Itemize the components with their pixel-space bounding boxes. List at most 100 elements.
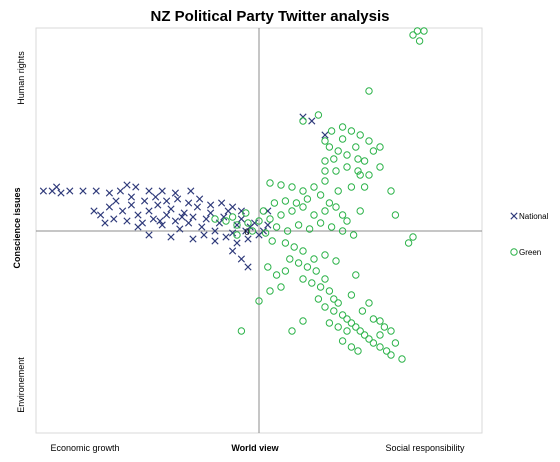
data-point <box>268 237 276 245</box>
data-point <box>354 347 362 355</box>
data-point <box>288 327 296 335</box>
data-point <box>272 223 281 231</box>
data-point <box>233 239 241 247</box>
data-point <box>255 217 263 225</box>
data-point <box>154 201 162 209</box>
data-point <box>244 263 252 271</box>
data-point <box>321 275 329 283</box>
data-point <box>310 255 318 263</box>
data-point <box>220 213 228 221</box>
data-point <box>66 187 74 195</box>
data-point <box>354 155 362 163</box>
data-point <box>207 201 215 209</box>
legend-marker-green <box>510 248 518 256</box>
data-point <box>167 233 175 241</box>
data-point <box>387 351 395 359</box>
data-point <box>376 163 384 171</box>
data-point <box>343 217 351 225</box>
data-point <box>134 211 142 219</box>
data-point <box>354 167 362 175</box>
data-point <box>347 291 356 299</box>
data-point <box>255 297 263 305</box>
data-point <box>347 343 356 351</box>
data-point <box>116 187 124 195</box>
data-point <box>299 117 307 125</box>
data-point <box>145 231 153 239</box>
data-point <box>332 203 340 211</box>
data-point <box>92 187 100 195</box>
data-point <box>171 189 179 197</box>
data-point <box>316 219 325 227</box>
data-point <box>347 319 356 327</box>
data-point <box>369 339 378 347</box>
data-point <box>185 219 193 227</box>
data-point <box>314 295 323 303</box>
data-point <box>376 143 384 151</box>
data-point <box>380 323 389 331</box>
y-axis-bottom-label: Environement <box>16 357 26 413</box>
data-point <box>391 339 400 347</box>
data-point <box>123 181 131 189</box>
data-point <box>376 343 384 351</box>
data-point <box>167 205 175 213</box>
data-point <box>387 187 395 195</box>
data-point <box>356 327 364 335</box>
data-point <box>308 279 316 287</box>
data-point <box>145 187 153 195</box>
data-point <box>152 193 160 201</box>
data-point <box>321 303 329 311</box>
data-point <box>330 155 338 163</box>
data-point <box>185 199 193 207</box>
data-point <box>338 311 347 319</box>
data-point <box>277 211 285 219</box>
data-point <box>343 327 351 335</box>
data-point <box>281 197 290 205</box>
data-point <box>299 317 307 325</box>
data-point <box>127 193 135 201</box>
data-point <box>356 131 364 139</box>
data-point <box>382 347 391 355</box>
data-point <box>369 315 378 323</box>
data-point <box>163 211 171 219</box>
data-point <box>299 187 307 195</box>
data-point <box>237 215 245 223</box>
data-point <box>349 231 358 239</box>
data-point <box>391 211 400 219</box>
data-point <box>244 235 252 243</box>
data-point <box>288 207 296 215</box>
data-point <box>358 307 367 315</box>
data-point <box>347 183 356 191</box>
data-point <box>321 177 329 185</box>
data-point <box>272 271 281 279</box>
data-point <box>127 201 135 209</box>
origin-label: 0 <box>244 227 249 237</box>
data-point <box>338 123 347 131</box>
data-point <box>178 213 186 221</box>
data-point <box>365 87 373 95</box>
data-point <box>292 199 301 207</box>
data-point <box>334 147 342 155</box>
data-point <box>343 163 351 171</box>
data-point <box>171 217 179 225</box>
data-point <box>228 213 237 221</box>
data-point <box>294 259 303 267</box>
data-point <box>338 227 347 235</box>
data-point <box>365 171 373 179</box>
data-point <box>189 235 197 243</box>
x-axis-title: World view <box>231 443 279 453</box>
data-point <box>105 203 113 211</box>
data-point <box>312 267 320 275</box>
data-point <box>325 319 334 327</box>
data-point <box>90 207 98 215</box>
data-point <box>321 207 329 215</box>
data-point <box>415 37 424 45</box>
x-axis-right-label: Social responsibility <box>385 443 465 453</box>
data-point <box>310 211 318 219</box>
data-point <box>360 157 369 165</box>
data-point <box>237 207 245 215</box>
y-axis-top-label: Human rights <box>16 51 26 105</box>
data-point <box>376 331 384 339</box>
data-point <box>105 189 113 197</box>
data-point <box>281 267 290 275</box>
data-point <box>79 187 87 195</box>
